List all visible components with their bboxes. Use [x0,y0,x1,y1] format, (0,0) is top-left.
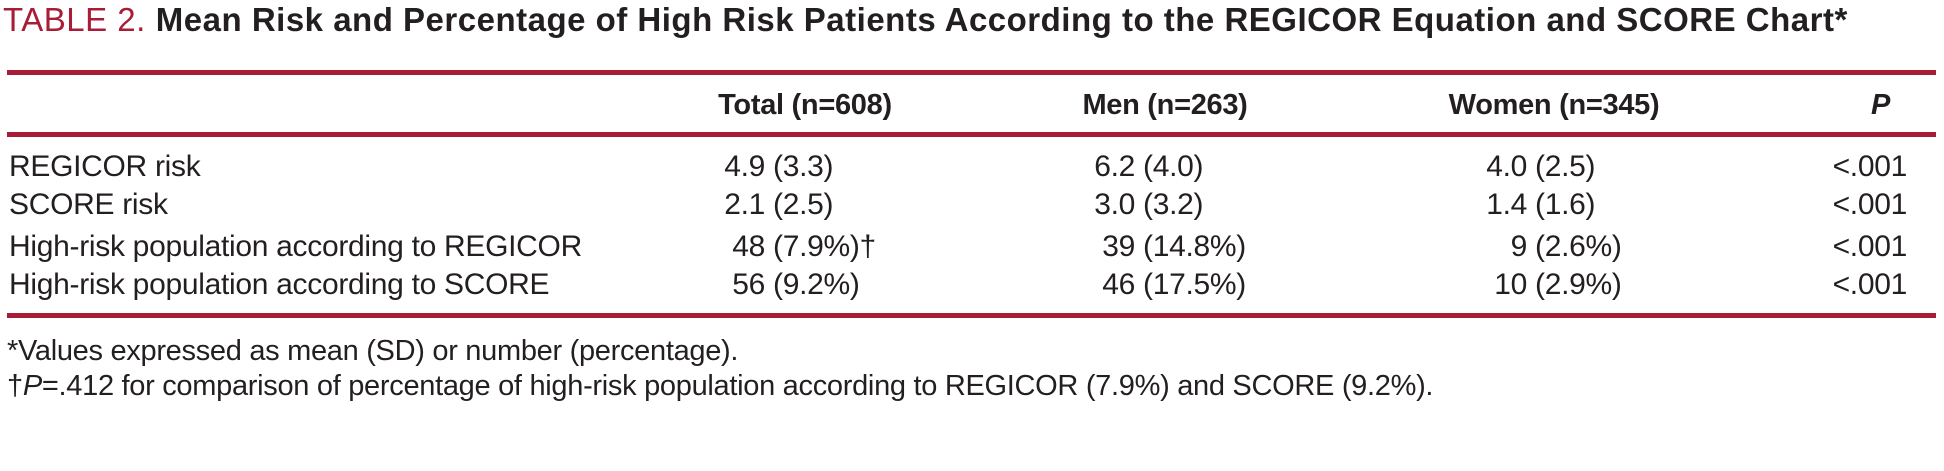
cell-p-value: <.001 [1832,150,1908,183]
value-number: 4.9 [724,150,765,183]
value-paren: (1.6) [1535,188,1596,221]
cell-women: 9 (2.6%) [1340,226,1740,268]
value-number: 3.0 [1094,188,1135,221]
table-number-label: TABLE 2. [3,1,146,38]
header-men: Men (n=263) [1082,89,1248,121]
value-paren: (2.5) [1535,150,1596,183]
table-title-text: Mean Risk and Percentage of High Risk Pa… [155,1,1848,38]
value-paren: (9.2%) [773,268,860,301]
cell-men: 46 (17.5%) [990,268,1340,316]
header-rowlabel [7,73,620,135]
data-table: Total (n=608) Men (n=263) Women (n=345) … [7,70,1936,318]
header-p-value: P [1870,89,1890,121]
value-number: 2.1 [724,188,765,221]
data-table-wrapper: Total (n=608) Men (n=263) Women (n=345) … [7,70,1944,318]
cell-p-value: <.001 [1832,230,1908,263]
value-paren: (7.9%)† [773,230,876,263]
cell-women: 1.4 (1.6) [1340,184,1740,226]
row-label: REGICOR risk [9,150,201,183]
value-number: 46 [1102,268,1135,301]
value-number: 4.0 [1486,150,1527,183]
cell-women: 10 (2.9%) [1340,268,1740,316]
table-row: SCORE risk 2.1 (2.5) 3.0 (3.2) 1.4 (1.6) <.… [7,184,1936,226]
footnote-p-italic: P [22,370,42,402]
header-row: Total (n=608) Men (n=263) Women (n=345) … [7,73,1936,135]
value-paren: (3.3) [773,150,834,183]
value-number: 56 [732,268,765,301]
value-paren: (14.8%) [1143,230,1246,263]
row-label: High-risk population according to SCORE [9,268,550,301]
value-number: 10 [1494,268,1527,301]
header-total: Total (n=608) [718,89,892,121]
table-header: Total (n=608) Men (n=263) Women (n=345) … [7,73,1936,135]
row-label: High-risk population according to REGICO… [9,230,582,263]
value-paren: (17.5%) [1143,268,1246,301]
cell-p-value: <.001 [1832,268,1908,301]
value-number: 48 [732,230,765,263]
cell-total: 48 (7.9%)† [620,226,990,268]
footnote-values: *Values expressed as mean (SD) or number… [7,335,739,367]
cell-p-value: <.001 [1832,188,1908,221]
value-paren: (2.6%) [1535,230,1622,263]
value-number: 1.4 [1486,188,1527,221]
value-paren: (3.2) [1143,188,1204,221]
table-row: High-risk population according to REGICO… [7,226,1936,268]
cell-total: 4.9 (3.3) [620,135,990,185]
footnote-dagger-text: =.412 for comparison of percentage of hi… [41,370,1434,402]
table-body: REGICOR risk 4.9 (3.3) 6.2 (4.0) 4.0 (2.5) … [7,135,1936,316]
table-row: High-risk population according to SCORE … [7,268,1936,316]
cell-men: 6.2 (4.0) [990,135,1340,185]
footnote-dagger: †P=.412 for comparison of percentage of … [7,369,1944,404]
cell-total: 2.1 (2.5) [620,184,990,226]
table-row: REGICOR risk 4.9 (3.3) 6.2 (4.0) 4.0 (2.5) … [7,135,1936,185]
table-title: TABLE 2. Mean Risk and Percentage of High… [3,0,1875,40]
value-number: 6.2 [1094,150,1135,183]
cell-women: 4.0 (2.5) [1340,135,1740,185]
row-label: SCORE risk [9,188,168,221]
value-number: 39 [1102,230,1135,263]
value-number: 9 [1510,230,1528,263]
cell-men: 3.0 (3.2) [990,184,1340,226]
table-footnotes: *Values expressed as mean (SD) or number… [7,334,1944,404]
value-paren: (2.9%) [1535,268,1622,301]
cell-total: 56 (9.2%) [620,268,990,316]
header-women: Women (n=345) [1448,89,1660,121]
footnote-dagger-symbol: † [7,370,23,402]
cell-men: 39 (14.8%) [990,226,1340,268]
value-paren: (2.5) [773,188,834,221]
value-paren: (4.0) [1143,150,1204,183]
